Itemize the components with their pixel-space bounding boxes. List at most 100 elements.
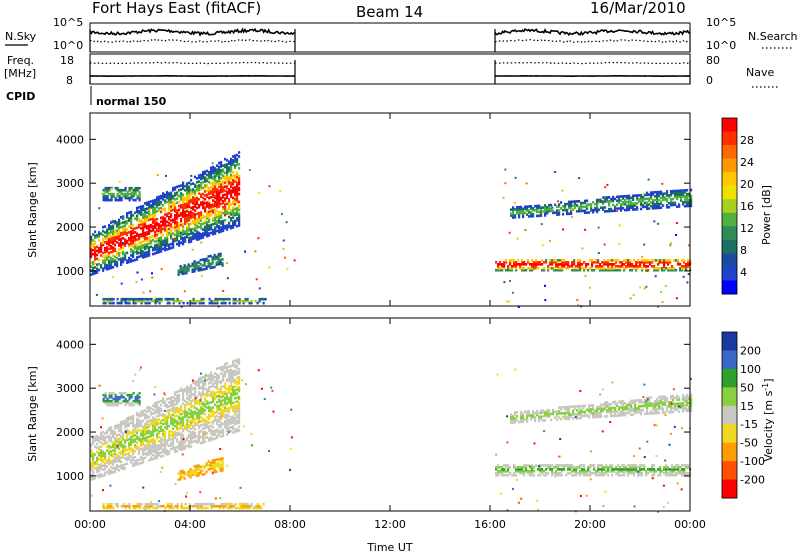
power-cell <box>100 232 103 236</box>
power-cell <box>220 226 223 229</box>
power-cell <box>118 242 121 245</box>
power-cell <box>546 210 549 213</box>
power-cell <box>168 301 171 305</box>
vel-cell <box>234 422 237 426</box>
power-cell <box>234 154 237 158</box>
power-cell <box>232 208 235 212</box>
power-cell <box>593 261 596 264</box>
vel-cell <box>594 411 597 415</box>
vel-cell <box>90 466 93 470</box>
power-cell <box>676 193 679 197</box>
vel-cell <box>182 439 185 443</box>
vel-cell <box>166 441 169 444</box>
power-cell <box>561 265 564 268</box>
vel-cell <box>118 469 121 472</box>
vel-cell <box>514 411 517 414</box>
power-cell <box>190 240 193 243</box>
vel-cell <box>228 365 231 368</box>
power-cell <box>198 211 201 215</box>
vel-cell <box>108 395 111 399</box>
vel-cell <box>214 385 217 389</box>
power-cell <box>146 207 149 210</box>
power-cell <box>112 254 115 257</box>
power-cell <box>104 260 107 264</box>
vel-cell <box>96 460 99 464</box>
power-cell <box>170 213 173 216</box>
power-cell <box>660 206 663 209</box>
vel-cell <box>669 470 672 473</box>
vel-cell <box>168 411 171 414</box>
power-cell <box>604 206 607 209</box>
power-cell <box>176 215 179 218</box>
vel-cell <box>220 435 223 438</box>
power-cell <box>228 160 231 163</box>
power-cell <box>531 267 534 270</box>
vel-cell <box>108 444 111 448</box>
power-cell <box>650 195 653 198</box>
vel-cell <box>102 458 105 462</box>
power-cell <box>526 209 529 212</box>
freq-tick-bottom: 8 <box>66 74 73 87</box>
power-cell <box>663 263 666 266</box>
vel-cell <box>146 432 149 435</box>
vel-cell <box>162 434 165 438</box>
vel-cell <box>210 408 213 412</box>
power-cell <box>146 250 149 254</box>
power-cell <box>544 210 547 213</box>
vel-cell <box>110 440 113 443</box>
power-cell <box>122 231 125 234</box>
power-swatch-7 <box>722 212 737 227</box>
vel-cell <box>120 450 123 454</box>
vel-cell <box>637 466 640 469</box>
power-scatter <box>658 261 661 264</box>
power-cell <box>154 198 157 202</box>
power-cell <box>629 263 632 266</box>
vel-cell <box>573 473 576 477</box>
vel-cell <box>221 465 224 468</box>
power-cell <box>188 187 191 191</box>
vel-cell <box>673 468 676 471</box>
vel-cell <box>238 413 241 417</box>
power-cell <box>210 225 213 229</box>
power-cell <box>136 248 139 251</box>
power-cell <box>601 267 604 270</box>
vel-cell <box>589 470 592 473</box>
power-cell <box>634 208 637 211</box>
power-cell <box>96 235 99 239</box>
power-cell <box>130 192 133 196</box>
vel-cell <box>585 472 588 475</box>
power-cell <box>132 198 135 202</box>
power-cell <box>106 196 109 200</box>
vel-cell <box>186 444 189 448</box>
vel-cell <box>570 405 573 409</box>
vel-cell <box>208 427 211 430</box>
power-cell <box>112 230 115 234</box>
power-cell <box>118 230 121 234</box>
power-cell <box>98 262 101 266</box>
vel-cell <box>548 408 551 412</box>
power-cell <box>106 242 109 245</box>
power-cell <box>204 227 207 231</box>
power-cell <box>187 269 190 272</box>
vel-cell <box>112 455 115 458</box>
power-cell <box>616 207 619 210</box>
vel-cell <box>520 414 523 418</box>
power-cell <box>654 202 657 206</box>
power-cell <box>164 207 167 210</box>
power-cell <box>509 263 512 266</box>
vel-cell <box>587 466 590 469</box>
vel-cell <box>204 383 207 386</box>
vel-cell <box>179 477 182 481</box>
power-cell <box>166 236 169 239</box>
power-cell <box>228 198 231 201</box>
power-cell <box>497 265 500 268</box>
vel-cell <box>226 370 229 373</box>
power-cell <box>628 198 631 202</box>
vel-cell <box>184 411 187 415</box>
vel-cell <box>114 397 117 401</box>
power-cell <box>622 197 625 200</box>
vel-cell <box>594 409 597 413</box>
power-cell <box>166 242 169 245</box>
vel-cell <box>534 415 537 419</box>
power-cell <box>116 297 119 301</box>
